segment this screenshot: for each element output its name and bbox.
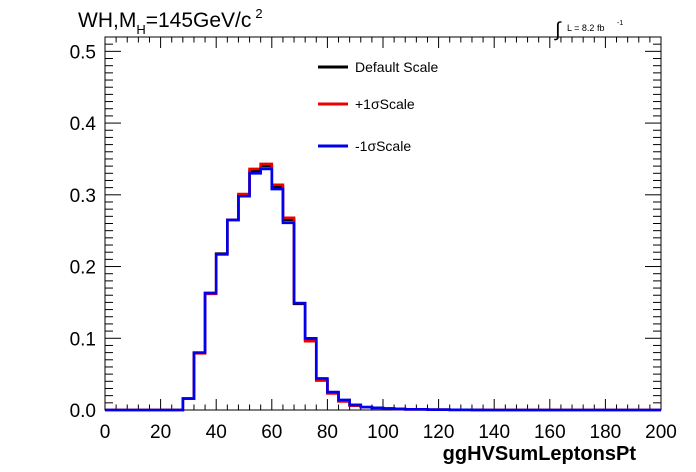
title-superscript: 2 bbox=[255, 6, 262, 21]
y-tick-label: 0.2 bbox=[70, 258, 96, 279]
series-line-plus-1-sigma bbox=[105, 162, 661, 412]
y-tick-label: 0.3 bbox=[70, 186, 96, 207]
y-tick-label: 0.4 bbox=[70, 114, 97, 135]
lumi-value: L = 8.2 fb bbox=[567, 23, 604, 33]
legend-label: -1σScale bbox=[355, 138, 411, 154]
x-tick-label: 100 bbox=[367, 422, 399, 443]
lumi-superscript: -1 bbox=[617, 20, 623, 27]
plot-frame bbox=[104, 36, 662, 411]
legend: Default Scale +1σScale -1σScale bbox=[318, 59, 438, 154]
x-tick-label: 40 bbox=[206, 422, 227, 443]
x-tick-label: 20 bbox=[150, 422, 171, 443]
x-axis-label: ggHVSumLeptonsPt bbox=[443, 443, 637, 465]
x-tick-label: 60 bbox=[261, 422, 282, 443]
x-tick-label: 120 bbox=[423, 422, 455, 443]
x-tick-label: 180 bbox=[590, 422, 622, 443]
title-main: WH,M bbox=[78, 9, 136, 32]
title-rest: =145GeV/c bbox=[146, 9, 252, 32]
x-tick-label: 160 bbox=[534, 422, 566, 443]
integral-symbol: ∫ bbox=[554, 19, 562, 41]
series-line-minus-1-sigma bbox=[105, 167, 661, 412]
y-tick-label: 0.0 bbox=[70, 401, 96, 422]
y-tick-label: 0.1 bbox=[70, 329, 96, 350]
chart-title: WH,MH=145GeV/c 2 bbox=[78, 6, 263, 37]
legend-label: Default Scale bbox=[355, 59, 438, 75]
x-tick-label: 140 bbox=[478, 422, 510, 443]
title-subscript: H bbox=[136, 22, 145, 37]
legend-label: +1σScale bbox=[355, 96, 415, 112]
x-tick-label: 0 bbox=[100, 422, 111, 443]
y-tick-label: 0.5 bbox=[70, 42, 96, 63]
luminosity-label: ∫ L = 8.2 fb -1 bbox=[554, 19, 623, 41]
series-line-default bbox=[105, 164, 661, 412]
series-layer bbox=[105, 162, 661, 412]
x-tick-label: 200 bbox=[645, 422, 677, 443]
x-tick-label: 80 bbox=[317, 422, 338, 443]
axis-ticks: 0 20 40 60 80 100 120 140 160 180 200 0.0 0.1 0.2 0.3 0… bbox=[70, 36, 677, 443]
